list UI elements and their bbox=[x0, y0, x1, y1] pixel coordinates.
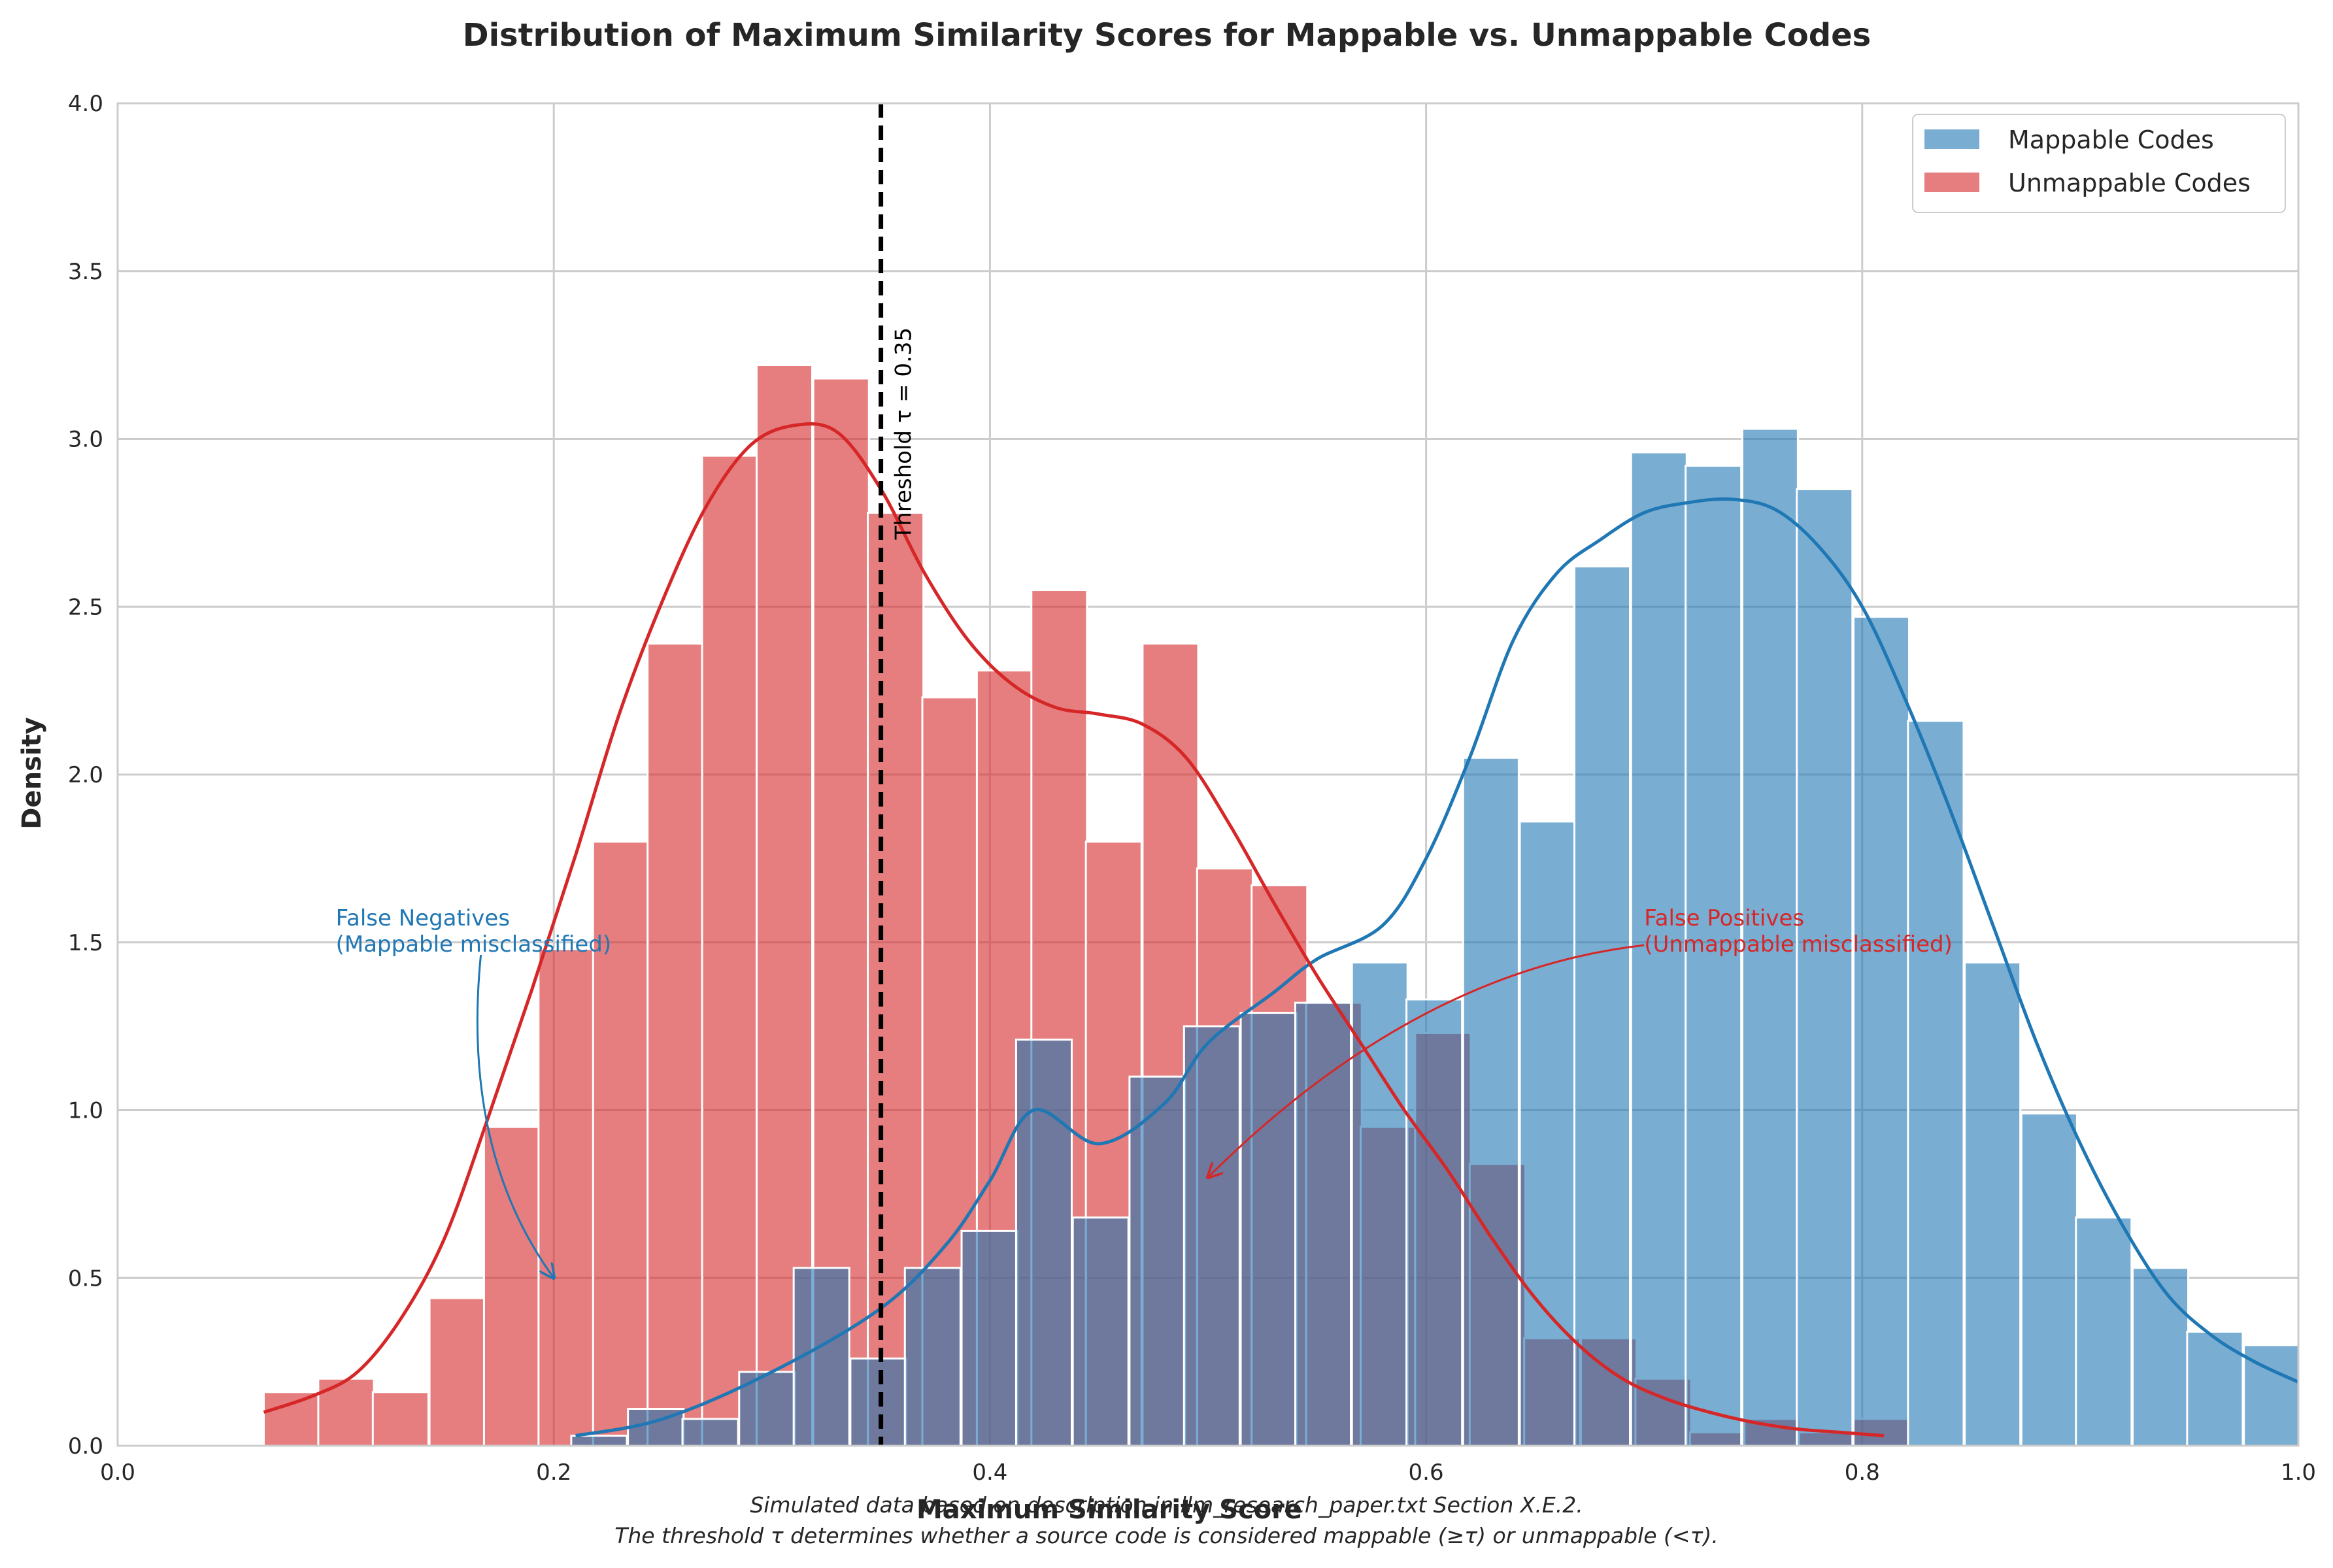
mappable-codes-bar bbox=[681, 1418, 739, 1447]
chart-title: Distribution of Maximum Similarity Score… bbox=[463, 17, 1871, 54]
plot-axes bbox=[116, 102, 2300, 1447]
y-tick-label: 1.0 bbox=[68, 1098, 103, 1124]
mappable-codes-bar bbox=[2131, 1267, 2190, 1447]
legend-box bbox=[1912, 114, 2286, 213]
histogram-bars bbox=[263, 364, 2301, 1447]
y-tick-label: 3.5 bbox=[68, 259, 103, 285]
x-tick-label: 0.8 bbox=[1845, 1460, 1880, 1486]
mappable-codes-bar bbox=[570, 1435, 628, 1447]
mappable-codes-bar bbox=[903, 1267, 962, 1447]
x-axis-label: Maximum Similarity Score bbox=[916, 1495, 1302, 1525]
y-tick-label: 0.5 bbox=[68, 1265, 103, 1292]
mappable-codes-bar bbox=[1294, 1001, 1352, 1447]
mappable-codes-bar bbox=[1964, 961, 2022, 1447]
unmappable-codes-bar bbox=[537, 948, 596, 1447]
annotation-text: False Positives (Unmappable misclassified… bbox=[1644, 905, 1953, 958]
unmappable-codes-bar bbox=[371, 1391, 429, 1447]
mappable-codes-bar bbox=[849, 1357, 907, 1447]
x-tick-label: 1.0 bbox=[2281, 1460, 2316, 1486]
threshold-marker: Threshold τ = 0.35 bbox=[879, 103, 917, 1446]
annotation-arrow bbox=[1208, 944, 1645, 1177]
unmappable-codes-kde-line bbox=[263, 422, 1885, 1438]
plot-frame bbox=[116, 102, 2300, 1447]
y-tick-label: 2.0 bbox=[68, 762, 103, 788]
legend-swatch-mappable-codes bbox=[1924, 129, 1979, 149]
mappable-codes-bar bbox=[2020, 1112, 2078, 1447]
mappable-codes-bar bbox=[1685, 465, 1743, 1447]
mappable-codes-bar bbox=[1015, 1039, 1073, 1447]
annotations: False Negatives (Mappable misclassified)F… bbox=[336, 905, 1953, 1278]
annotation-line: (Unmappable misclassified) bbox=[1644, 931, 1953, 958]
mappable-codes-bar bbox=[1351, 961, 1409, 1447]
unmappable-codes-bar bbox=[428, 1297, 486, 1447]
mappable-codes-bar bbox=[1183, 1025, 1241, 1447]
tick-labels: 0.0 0.2 0.4 0.6 0.8 1.0 0.0 0.5 1.0 1.5 2.0 2.5 3.0 3… bbox=[68, 91, 2316, 1486]
annotation-line: False Positives bbox=[1644, 905, 1804, 931]
annotation-arrow bbox=[476, 954, 554, 1278]
unmappable-codes-bar bbox=[263, 1391, 321, 1447]
annotation-line: (Mappable misclassified) bbox=[336, 931, 612, 958]
x-tick-label: 0.0 bbox=[100, 1460, 135, 1486]
legend-swatch-unmappable-codes bbox=[1924, 173, 1979, 192]
legend: Mappable Codes Unmappable Codes bbox=[1912, 114, 2286, 213]
y-tick-label: 3.0 bbox=[68, 427, 103, 453]
mappable-codes-bar bbox=[2075, 1216, 2133, 1447]
footnote-line-2: The threshold τ determines whether a sou… bbox=[614, 1523, 1719, 1548]
annotation-line: False Negatives bbox=[336, 905, 510, 931]
y-tick-label: 0.0 bbox=[68, 1433, 103, 1460]
legend-label-unmappable-codes: Unmappable Codes bbox=[2008, 169, 2251, 197]
kde-curves bbox=[263, 422, 2300, 1438]
mappable-codes-bar bbox=[1405, 998, 1464, 1447]
x-tick-label: 0.2 bbox=[536, 1460, 571, 1486]
annotation-text: False Negatives (Mappable misclassified) bbox=[336, 905, 612, 958]
mappable-codes-bar bbox=[1907, 720, 1965, 1447]
mappable-codes-bar bbox=[1239, 1012, 1298, 1447]
unmappable-codes-bar bbox=[646, 642, 705, 1447]
y-tick-label: 1.5 bbox=[68, 930, 103, 956]
y-tick-label: 2.5 bbox=[68, 594, 103, 620]
mappable-codes-bar bbox=[1462, 756, 1520, 1447]
footnote-line-1: Simulated data based on description in l… bbox=[750, 1492, 1583, 1518]
mappable-codes-bar bbox=[1519, 820, 1577, 1447]
mappable-codes-bar bbox=[1128, 1075, 1186, 1447]
y-tick-label: 4.0 bbox=[68, 91, 103, 117]
mappable-codes-kde-line bbox=[575, 497, 2300, 1438]
mappable-codes-bar bbox=[1071, 1216, 1130, 1447]
mappable-codes-bar bbox=[960, 1229, 1018, 1447]
unmappable-codes-bar bbox=[482, 1126, 541, 1447]
mappable-codes-bar bbox=[1796, 488, 1854, 1447]
mappable-codes-bar bbox=[1852, 616, 1911, 1447]
legend-label-mappable-codes: Mappable Codes bbox=[2008, 125, 2214, 154]
unmappable-codes-bar bbox=[755, 364, 814, 1447]
unmappable-codes-bar bbox=[701, 454, 759, 1447]
y-axis-label: Density bbox=[17, 717, 47, 829]
mappable-codes-bar bbox=[1573, 565, 1632, 1447]
threshold-label: Threshold τ = 0.35 bbox=[891, 327, 917, 541]
x-tick-label: 0.4 bbox=[972, 1460, 1007, 1486]
x-tick-label: 0.6 bbox=[1409, 1460, 1444, 1486]
